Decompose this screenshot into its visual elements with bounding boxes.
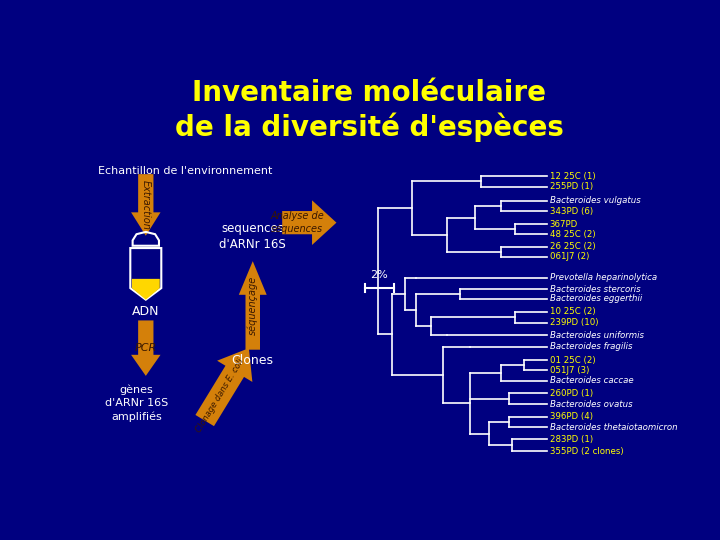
Text: 367PD: 367PD — [549, 220, 578, 228]
Text: Extraction: Extraction — [141, 180, 150, 230]
Text: 343PD (6): 343PD (6) — [549, 207, 593, 215]
Text: 10 25C (2): 10 25C (2) — [549, 307, 595, 316]
Text: 255PD (1): 255PD (1) — [549, 182, 593, 191]
Text: Clonage dans E. coli: Clonage dans E. coli — [194, 357, 246, 435]
Text: gènes
d'ARNr 16S
amplifiés: gènes d'ARNr 16S amplifiés — [105, 384, 168, 422]
Text: 01 25C (2): 01 25C (2) — [549, 355, 595, 364]
Text: Bacteroides thetaiotaomicron: Bacteroides thetaiotaomicron — [549, 423, 678, 432]
Text: 12 25C (1): 12 25C (1) — [549, 172, 595, 181]
Text: 48 25C (2): 48 25C (2) — [549, 230, 595, 239]
Text: Prevotella heparinolytica: Prevotella heparinolytica — [549, 273, 657, 282]
Text: 061J7 (2): 061J7 (2) — [549, 252, 589, 261]
Text: 355PD (2 clones): 355PD (2 clones) — [549, 447, 624, 456]
Text: Bacteroides eggerthii: Bacteroides eggerthii — [549, 294, 642, 303]
Text: sequences
d'ARNr 16S: sequences d'ARNr 16S — [220, 222, 286, 251]
Polygon shape — [132, 279, 160, 300]
Text: Analyse de
séquences: Analyse de séquences — [270, 211, 324, 234]
Text: 239PD (10): 239PD (10) — [549, 318, 598, 327]
Text: 283PD (1): 283PD (1) — [549, 435, 593, 443]
Text: 260PD (1): 260PD (1) — [549, 389, 593, 398]
Text: Bacteroides caccae: Bacteroides caccae — [549, 376, 633, 386]
Text: 2%: 2% — [371, 271, 388, 280]
Polygon shape — [282, 200, 336, 245]
Text: Bacteroides fragilis: Bacteroides fragilis — [549, 342, 632, 351]
Text: Bacteroides stercoris: Bacteroides stercoris — [549, 285, 640, 294]
Polygon shape — [195, 348, 253, 426]
Text: Bacteroides ovatus: Bacteroides ovatus — [549, 400, 632, 409]
Text: Bacteroides vulgatus: Bacteroides vulgatus — [549, 196, 640, 205]
Text: ADN: ADN — [132, 305, 160, 318]
Polygon shape — [131, 174, 161, 236]
Text: PCR: PCR — [135, 343, 157, 353]
Text: Echantillon de l'environnement: Echantillon de l'environnement — [98, 166, 272, 177]
Text: 26 25C (2): 26 25C (2) — [549, 242, 595, 252]
Text: 396PD (4): 396PD (4) — [549, 413, 593, 422]
Text: séquençage: séquençage — [248, 276, 258, 335]
Text: Bacteroides uniformis: Bacteroides uniformis — [549, 330, 644, 340]
Text: Clones: Clones — [232, 354, 274, 367]
Polygon shape — [239, 261, 266, 350]
Polygon shape — [131, 320, 161, 376]
Text: Inventaire moléculaire
de la diversité d'espèces: Inventaire moléculaire de la diversité d… — [174, 79, 564, 142]
Text: 051J7 (3): 051J7 (3) — [549, 366, 589, 375]
